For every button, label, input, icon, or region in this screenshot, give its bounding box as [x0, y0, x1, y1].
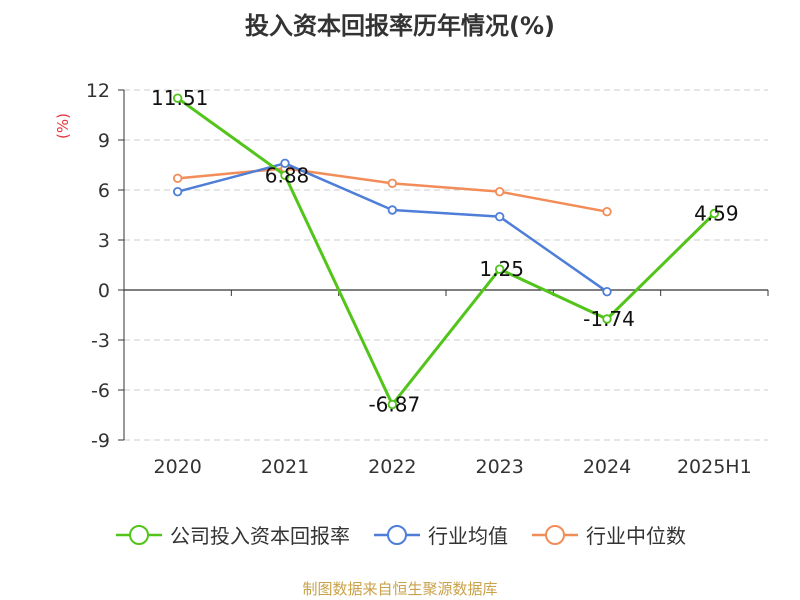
legend-label: 行业中位数: [586, 524, 686, 548]
y-tick-label: -9: [91, 430, 110, 452]
y-tick-label: 0: [98, 280, 110, 302]
data-label: 11.51: [151, 86, 208, 110]
data-point: [709, 208, 720, 219]
series-1: [172, 93, 720, 410]
series-2: [172, 158, 612, 297]
data-label: 1.25: [479, 257, 524, 281]
chart-title: 投入资本回报率历年情况(%): [245, 12, 555, 40]
data-point: [172, 186, 183, 197]
y-tick-label: -6: [91, 380, 110, 402]
data-point: [387, 399, 398, 410]
data-point: [172, 93, 183, 103]
legend-swatch: [116, 524, 162, 545]
data-point: [280, 170, 290, 181]
data-point: [602, 314, 612, 324]
x-tick-label: 2025H1: [677, 456, 752, 478]
x-tick-label: 2020: [153, 456, 201, 478]
x-tick-label: 2022: [368, 456, 416, 478]
data-point: [387, 178, 398, 189]
legend-item: 行业均值: [372, 520, 508, 549]
legend-item: 公司投入资本回报率: [114, 520, 350, 549]
data-label: 4.59: [694, 202, 739, 226]
series-lines: [172, 93, 720, 410]
x-tick-label: 2024: [583, 456, 631, 478]
data-label: -1.74: [583, 307, 635, 331]
source-note: 制图数据来自恒生聚源数据库: [302, 580, 498, 598]
data-point: [280, 158, 290, 169]
y-tick-label: 3: [98, 230, 110, 252]
y-tick-label: 12: [86, 80, 110, 102]
data-point: [494, 264, 505, 274]
y-tick-label: 6: [98, 180, 110, 202]
data-point: [602, 206, 612, 217]
data-point: [387, 205, 398, 215]
x-tick-label: 2021: [261, 456, 309, 478]
x-tick-label: 2023: [475, 456, 523, 478]
series-line: [176, 96, 716, 406]
data-point: [494, 186, 505, 197]
data-point: [494, 211, 505, 222]
gridlines: [124, 89, 768, 441]
legend-item: 行业中位数: [530, 520, 686, 549]
data-label: -6.87: [368, 393, 420, 417]
data-point: [172, 173, 183, 184]
legend-swatch: [532, 524, 578, 545]
data-label: 6.88: [265, 163, 310, 187]
axes: 12 9 6 3 0 -3 -6 -9 2020 2021 2022 2023 2024 2025H1: [86, 80, 769, 478]
y-tick-label: 9: [98, 130, 110, 152]
legend-swatch: [374, 524, 420, 545]
legend-label: 行业均值: [428, 524, 508, 548]
data-labels: 11.51 6.88 -6.87 1.25 -1.74 4.59: [151, 86, 739, 416]
data-point: [602, 286, 612, 297]
legend-label: 公司投入资本回报率: [170, 524, 350, 548]
legend: 公司投入资本回报率 行业均值 行业中位数: [0, 520, 800, 549]
y-axis-label: (%): [54, 113, 72, 139]
y-tick-label: -3: [91, 330, 110, 352]
